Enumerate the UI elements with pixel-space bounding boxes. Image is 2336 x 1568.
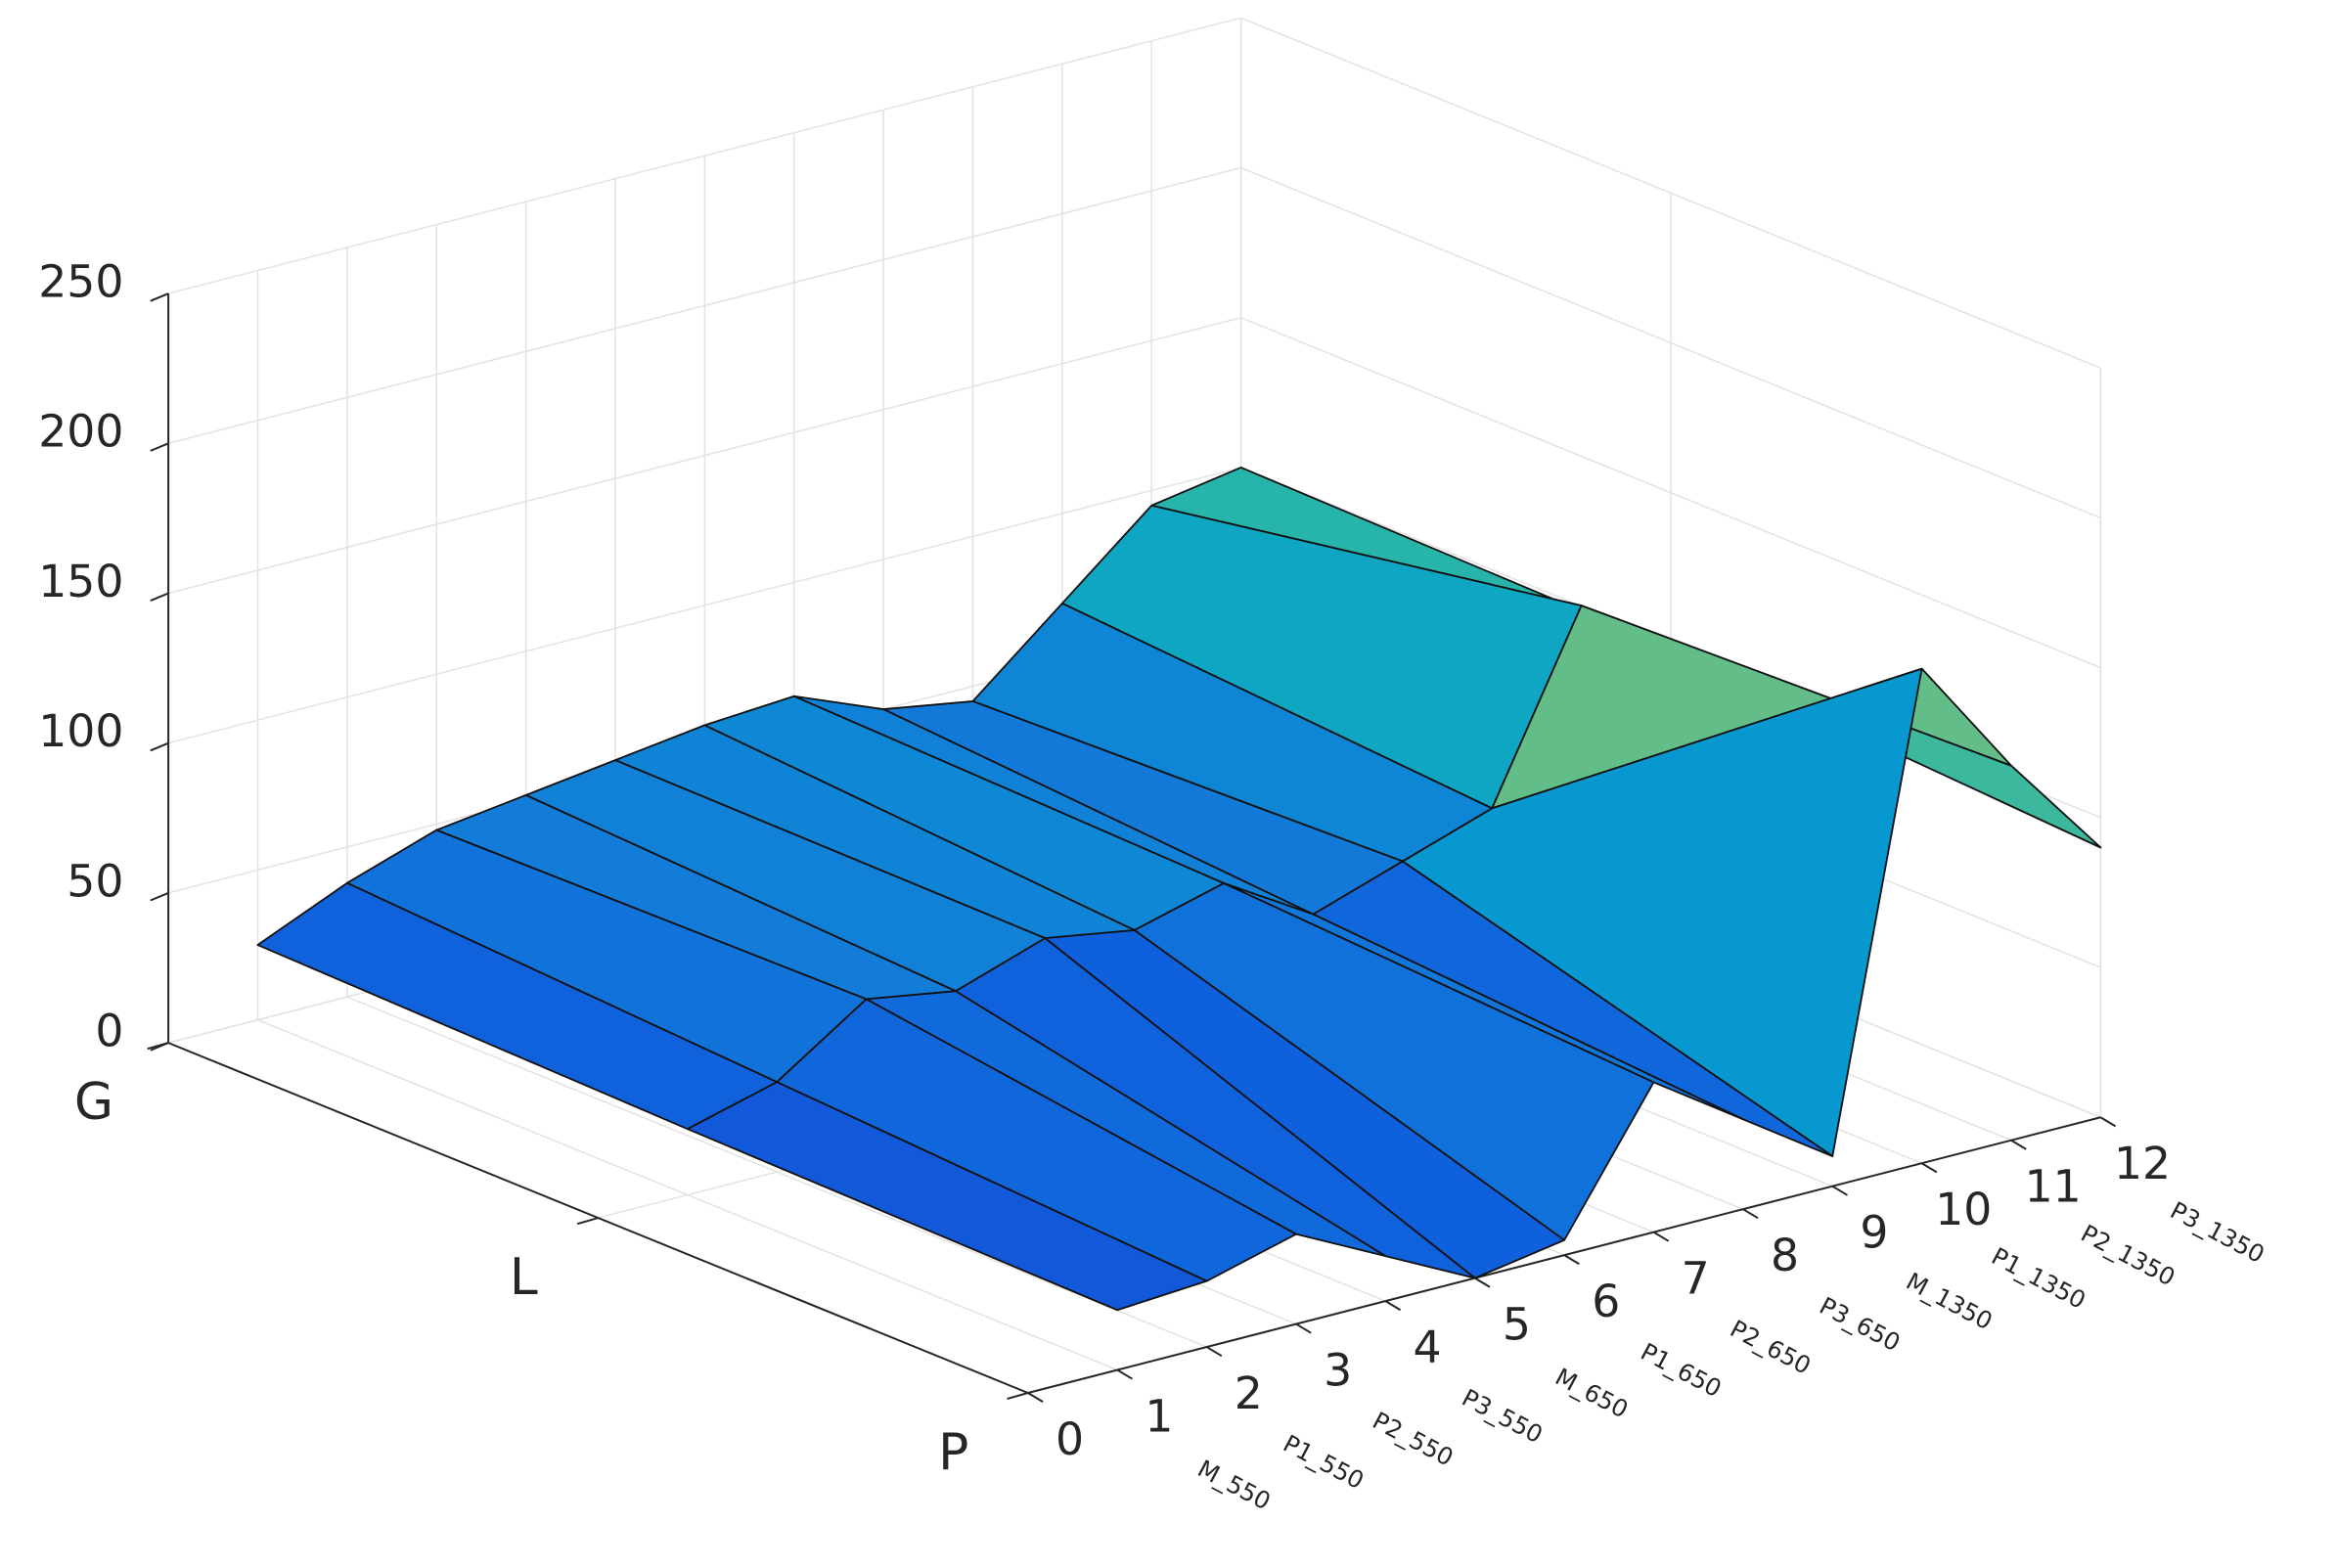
grid-line [167, 317, 1241, 595]
x-category-label: M_650 [1550, 1363, 1633, 1424]
surface-face [686, 1081, 1208, 1312]
z-tick-label: 150 [38, 556, 123, 607]
x-category-label: P1_550 [1279, 1429, 1369, 1495]
x-tick [1027, 1392, 1044, 1403]
x-tick-label: 3 [1324, 1344, 1352, 1396]
z-tick-label: 50 [67, 855, 123, 907]
x-tick [1116, 1368, 1133, 1380]
x-tick [1563, 1254, 1580, 1266]
x-category-label: P3_1350 [2166, 1195, 2269, 1269]
z-tick [150, 741, 169, 752]
x-category-label: P2_550 [1368, 1406, 1458, 1471]
z-tick-label: 250 [38, 255, 123, 307]
z-tick-label: 200 [38, 406, 123, 458]
x-tick [2010, 1139, 2027, 1150]
grid-line [167, 467, 1241, 744]
x-category-label: M_550 [1193, 1454, 1276, 1515]
x-tick [1295, 1322, 1312, 1334]
x-tick [1921, 1162, 1938, 1174]
y-tick [147, 1042, 169, 1051]
x-tick-label: 10 [1935, 1184, 1992, 1235]
y-tick-label: G [74, 1073, 113, 1132]
x-tick [2099, 1116, 2117, 1128]
x-tick-label: 11 [2025, 1160, 2082, 1212]
z-tick-label: 100 [38, 705, 123, 757]
x-tick-label: 4 [1413, 1322, 1441, 1373]
x-category-label: P2_1350 [2077, 1219, 2180, 1292]
x-tick [1384, 1300, 1402, 1312]
x-category-label: P3_650 [1815, 1291, 1905, 1357]
z-tick [150, 891, 169, 902]
x-tick [1652, 1231, 1670, 1242]
y-tick [576, 1217, 599, 1226]
x-category-label: P2_650 [1726, 1314, 1816, 1379]
x-tick-label: 9 [1860, 1206, 1888, 1258]
x-category-label: P1_650 [1637, 1337, 1727, 1403]
x-tick-label: 7 [1682, 1252, 1710, 1304]
x-tick [1206, 1346, 1223, 1358]
x-category-label: M_1350 [1902, 1267, 1998, 1335]
x-tick-label: 8 [1771, 1230, 1799, 1281]
y-tick [1007, 1392, 1029, 1401]
z-tick [150, 442, 169, 452]
x-tick-label: 5 [1503, 1298, 1531, 1350]
y-axis [167, 1042, 1029, 1394]
x-tick-label: 2 [1235, 1367, 1263, 1419]
x-category-label: P3_550 [1458, 1383, 1548, 1449]
z-tick [150, 292, 169, 302]
x-tick-label: 0 [1056, 1413, 1084, 1465]
z-tick [150, 592, 169, 603]
x-tick-label: 1 [1145, 1390, 1173, 1442]
x-tick-label: 12 [2114, 1138, 2171, 1189]
x-tick [1831, 1185, 1848, 1196]
grid-line [167, 166, 1241, 445]
y-tick-label: P [938, 1423, 968, 1482]
x-category-label: P1_1350 [1987, 1241, 2090, 1315]
y-tick-label: L [510, 1248, 538, 1307]
x-tick [1742, 1208, 1759, 1220]
x-tick [1474, 1277, 1491, 1288]
x-tick-label: 6 [1592, 1276, 1620, 1327]
grid-line [167, 17, 1241, 294]
z-tick-label: 0 [95, 1005, 123, 1056]
